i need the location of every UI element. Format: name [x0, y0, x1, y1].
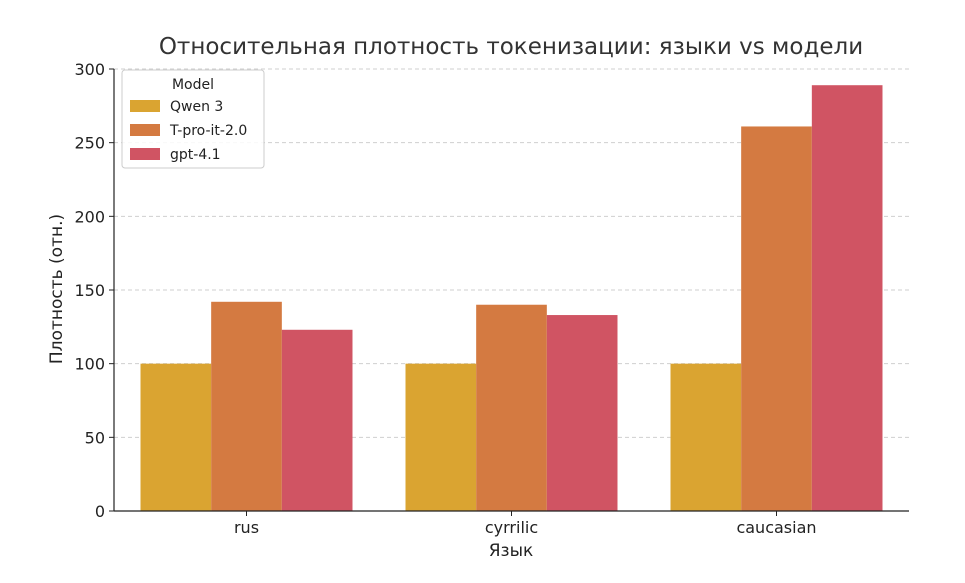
bar-cyrrilic-qwen-3 [405, 363, 477, 511]
bar-cyrrilic-gpt-4-1 [546, 315, 618, 511]
legend-swatch [130, 100, 160, 112]
legend: Model Qwen 3 T-pro-it-2.0 gpt-4.1 [121, 69, 265, 169]
x-tick-label: rus [234, 518, 259, 537]
bar-rus-gpt-4-1 [281, 329, 353, 511]
axes-layer: 0 50 100 150 200 250 300 rus cyrrilic caucasian [74, 60, 909, 537]
y-tick-label: 0 [95, 502, 105, 521]
x-tick-label: caucasian [736, 518, 816, 537]
y-tick-label: 250 [74, 134, 105, 153]
legend-swatch [130, 124, 160, 136]
bars-layer [140, 85, 883, 512]
legend-frame [121, 69, 265, 169]
y-tick-label: 150 [74, 281, 105, 300]
legend-swatch [130, 148, 160, 160]
legend-label: Qwen 3 [170, 99, 223, 115]
bar-caucasian-qwen-3 [670, 363, 742, 511]
legend-title: Model [172, 77, 214, 93]
x-tick-label: cyrrilic [485, 518, 538, 537]
legend-label: gpt-4.1 [170, 147, 221, 163]
bar-caucasian-gpt-4-1 [811, 85, 883, 511]
y-tick-label: 200 [74, 207, 105, 226]
legend-label: T-pro-it-2.0 [169, 123, 247, 139]
x-axis-title: Язык [489, 541, 534, 561]
legend-items: Qwen 3 T-pro-it-2.0 gpt-4.1 [130, 99, 247, 163]
chart-title: Относительная плотность токенизации: язы… [159, 34, 863, 60]
y-tick-label: 100 [74, 355, 105, 374]
bar-rus-qwen-3 [140, 363, 212, 511]
y-axis-title: Плотность (отн.) [47, 214, 67, 364]
y-tick-label: 50 [85, 428, 105, 447]
bar-rus-t-pro-it-2-0 [211, 301, 282, 511]
y-tick-label: 300 [74, 60, 105, 79]
bar-caucasian-t-pro-it-2-0 [741, 126, 812, 512]
bar-cyrrilic-t-pro-it-2-0 [476, 304, 547, 511]
